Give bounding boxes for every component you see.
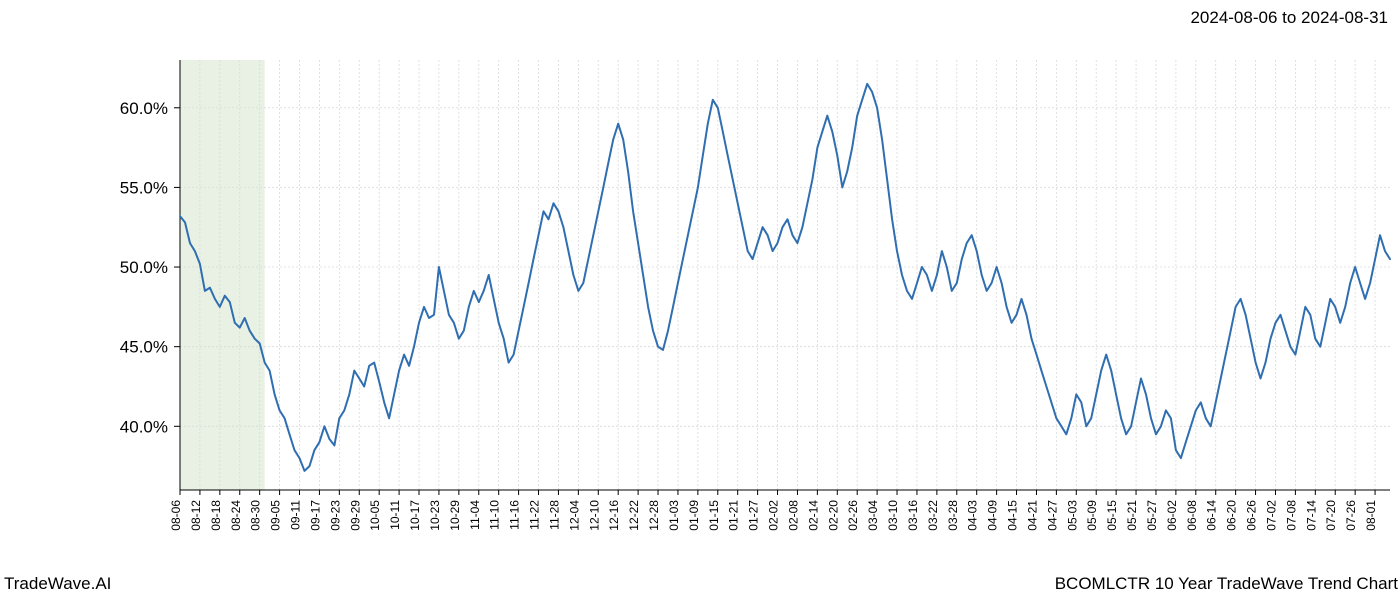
svg-text:12-10: 12-10	[587, 500, 601, 531]
svg-text:07-20: 07-20	[1324, 500, 1338, 531]
svg-text:08-24: 08-24	[229, 500, 243, 531]
svg-text:06-14: 06-14	[1205, 500, 1219, 531]
svg-text:11-16: 11-16	[508, 500, 522, 530]
svg-text:05-09: 05-09	[1085, 500, 1099, 531]
svg-text:60.0%: 60.0%	[120, 99, 168, 118]
svg-text:05-03: 05-03	[1065, 500, 1079, 531]
svg-text:11-10: 11-10	[488, 500, 502, 530]
svg-text:08-30: 08-30	[249, 500, 263, 531]
svg-text:01-15: 01-15	[707, 500, 721, 531]
svg-text:50.0%: 50.0%	[120, 258, 168, 277]
svg-text:10-17: 10-17	[408, 500, 422, 531]
svg-text:03-16: 03-16	[906, 500, 920, 531]
svg-text:01-27: 01-27	[747, 500, 761, 531]
svg-text:12-22: 12-22	[627, 500, 641, 531]
svg-text:06-08: 06-08	[1185, 500, 1199, 531]
svg-text:06-26: 06-26	[1245, 500, 1259, 531]
svg-text:11-22: 11-22	[528, 500, 542, 530]
svg-text:08-06: 08-06	[169, 500, 183, 531]
svg-text:02-26: 02-26	[846, 500, 860, 531]
svg-text:07-02: 07-02	[1264, 500, 1278, 531]
svg-text:12-28: 12-28	[647, 500, 661, 531]
svg-text:08-18: 08-18	[209, 500, 223, 531]
svg-text:10-23: 10-23	[428, 500, 442, 531]
svg-text:10-05: 10-05	[368, 500, 382, 531]
svg-text:09-17: 09-17	[308, 500, 322, 531]
svg-text:08-12: 08-12	[189, 500, 203, 531]
svg-text:09-29: 09-29	[348, 500, 362, 531]
svg-text:01-03: 01-03	[667, 500, 681, 531]
svg-text:04-15: 04-15	[1006, 500, 1020, 531]
svg-text:12-16: 12-16	[607, 500, 621, 531]
svg-text:09-11: 09-11	[289, 500, 303, 530]
svg-text:12-04: 12-04	[567, 500, 581, 531]
brand-label: TradeWave.AI	[4, 574, 111, 594]
svg-text:03-28: 03-28	[946, 500, 960, 531]
svg-text:03-04: 03-04	[866, 500, 880, 531]
svg-text:05-27: 05-27	[1145, 500, 1159, 531]
date-range-label: 2024-08-06 to 2024-08-31	[1190, 8, 1388, 28]
svg-text:04-27: 04-27	[1045, 500, 1059, 531]
svg-text:04-21: 04-21	[1025, 500, 1039, 531]
svg-text:06-02: 06-02	[1165, 500, 1179, 531]
svg-text:40.0%: 40.0%	[120, 417, 168, 436]
svg-text:05-15: 05-15	[1105, 500, 1119, 531]
svg-text:02-08: 02-08	[786, 500, 800, 531]
svg-text:07-14: 07-14	[1304, 500, 1318, 531]
svg-text:02-20: 02-20	[826, 500, 840, 531]
svg-text:09-23: 09-23	[328, 500, 342, 531]
svg-text:01-09: 01-09	[687, 500, 701, 531]
svg-text:08-01: 08-01	[1364, 500, 1378, 531]
svg-text:02-14: 02-14	[806, 500, 820, 531]
trend-chart: 40.0% 45.0% 50.0% 55.0% 60.0% 08-06 08-12 08-18…	[0, 50, 1400, 550]
svg-text:09-05: 09-05	[269, 500, 283, 531]
svg-text:11-04: 11-04	[468, 500, 482, 530]
svg-text:06-20: 06-20	[1225, 500, 1239, 531]
svg-text:04-09: 04-09	[986, 500, 1000, 531]
svg-text:07-08: 07-08	[1284, 500, 1298, 531]
svg-text:02-02: 02-02	[767, 500, 781, 531]
svg-text:11-28: 11-28	[547, 500, 561, 530]
svg-text:55.0%: 55.0%	[120, 178, 168, 197]
svg-text:03-10: 03-10	[886, 500, 900, 531]
chart-title: BCOMLCTR 10 Year TradeWave Trend Chart	[1055, 574, 1398, 594]
svg-text:01-21: 01-21	[727, 500, 741, 531]
svg-text:04-03: 04-03	[966, 500, 980, 531]
svg-text:10-11: 10-11	[388, 500, 402, 530]
svg-text:03-22: 03-22	[926, 500, 940, 531]
svg-text:10-29: 10-29	[448, 500, 462, 531]
svg-text:07-26: 07-26	[1344, 500, 1358, 531]
svg-text:05-21: 05-21	[1125, 500, 1139, 531]
svg-text:45.0%: 45.0%	[120, 338, 168, 357]
